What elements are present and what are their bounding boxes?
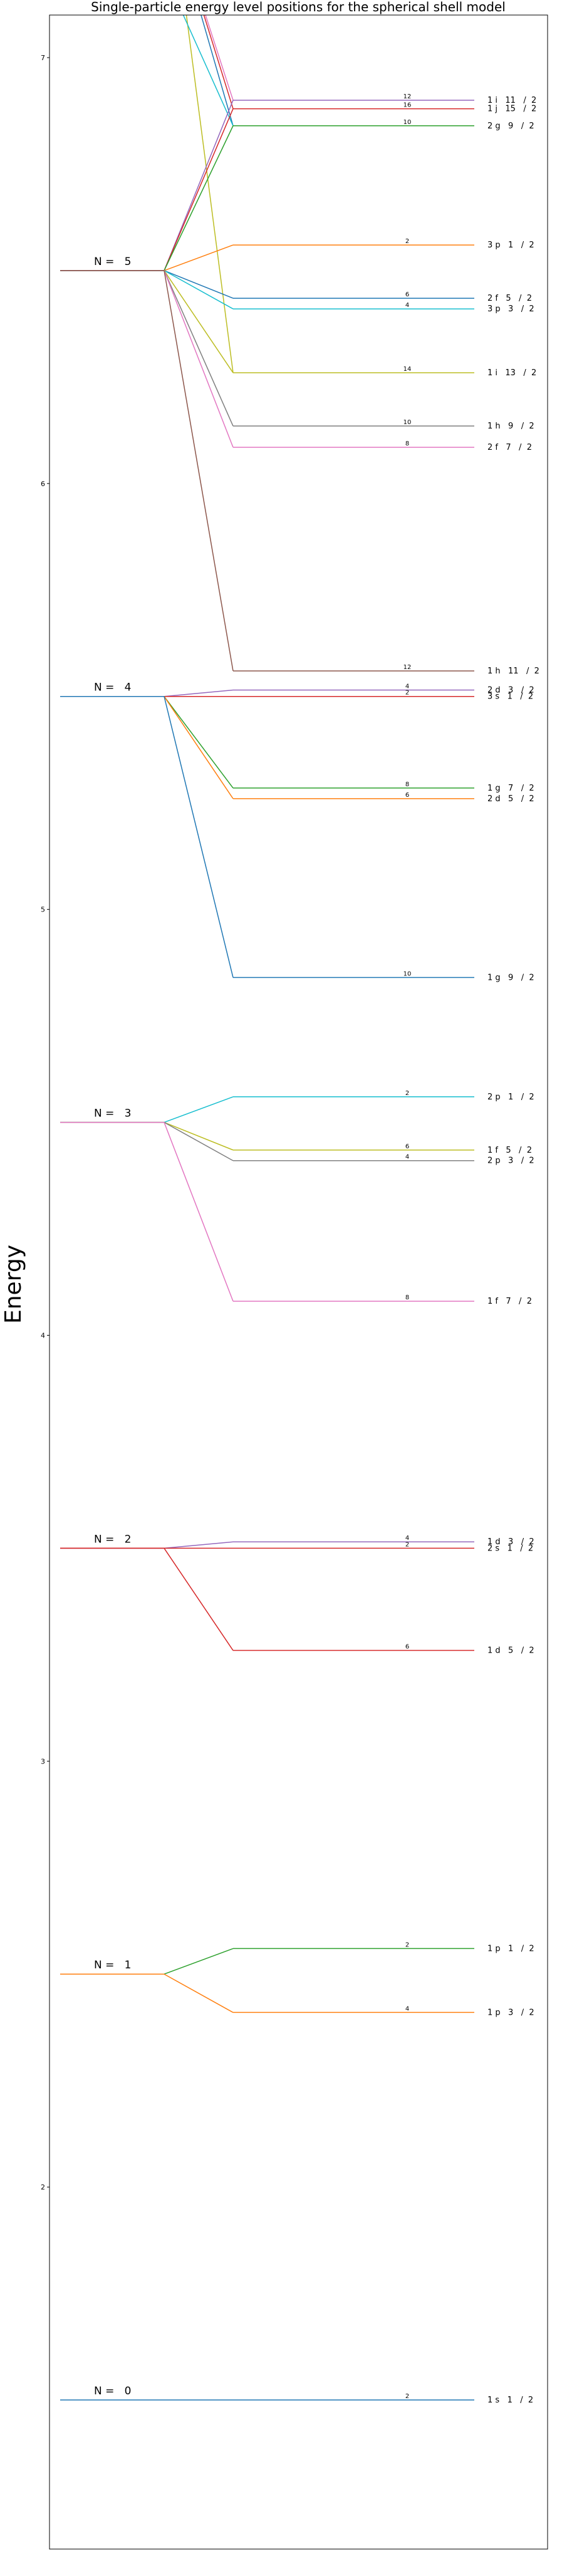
state-label: 1 p 3 / 2: [487, 2008, 534, 2017]
shell-label: N = 2: [94, 1533, 131, 1545]
state-label: 2 f 5 / 2: [487, 294, 532, 303]
degeneracy-label: 2: [405, 1090, 409, 1097]
split-connector-line: [164, 1122, 234, 1302]
state-label: 1 g 7 / 2: [487, 784, 534, 793]
state-label: 1 f 7 / 2: [487, 1297, 532, 1306]
split-connector-line: [164, 270, 234, 672]
shell-label: N = 0: [94, 2385, 131, 2397]
split-connector-line: [164, 1547, 234, 1651]
shell-label: N = 1: [94, 1959, 131, 1971]
connector-line: [205, 15, 234, 101]
shell-label: N = 5: [94, 256, 131, 268]
shell-label: N = 3: [94, 1108, 131, 1120]
degeneracy-label: 8: [405, 440, 409, 447]
split-connector-line: [164, 270, 234, 299]
state-label: 1 g 9 / 2: [487, 973, 534, 982]
split-connector-line: [164, 100, 234, 271]
state-label: 1 i 13 / 2: [487, 368, 536, 378]
degeneracy-label: 4: [405, 1154, 409, 1161]
state-label: 1 h 11 / 2: [487, 667, 539, 676]
state-label: 2 s 1 / 2: [487, 1544, 533, 1553]
connector-line: [200, 15, 234, 126]
degeneracy-label: 4: [405, 2005, 409, 2012]
y-tick-label: 4: [41, 1331, 45, 1339]
split-connector-line: [164, 1121, 234, 1161]
state-label: 2 g 9 / 2: [487, 122, 534, 131]
y-axis-label: Energy: [1, 1245, 26, 1324]
degeneracy-label: 6: [405, 1143, 409, 1150]
degeneracy-label: 14: [403, 366, 412, 373]
plot-frame: [49, 14, 548, 2550]
state-label: 1 i 11 / 2: [487, 96, 536, 105]
degeneracy-label: 4: [405, 302, 409, 309]
split-connector-line: [164, 1121, 234, 1151]
state-label: 3 p 3 / 2: [487, 304, 534, 314]
split-connector-line: [164, 270, 234, 309]
state-label: 2 d 3 / 2: [487, 686, 534, 695]
y-axis-ticks: 2 3 4 5 6 7: [41, 54, 49, 2191]
degeneracy-label: 10: [403, 419, 412, 426]
split-connector-line: [164, 1948, 234, 1975]
state-label: 1 h 9 / 2: [487, 422, 534, 431]
split-connector-line: [164, 1541, 234, 1549]
split-connector-line: [164, 1973, 234, 2013]
degeneracy-label: 6: [405, 1644, 409, 1651]
plot-area: [60, 15, 474, 2401]
degeneracy-label: 2: [405, 1541, 409, 1548]
degeneracy-label: 12: [403, 93, 412, 100]
connector-line: [203, 15, 234, 109]
state-label: 3 s 1 / 2: [487, 692, 533, 702]
split-connector-line: [164, 696, 234, 978]
degeneracy-label: 16: [403, 102, 412, 109]
split-connector-line: [164, 1096, 234, 1123]
split-connector-line: [164, 270, 234, 448]
degeneracy-label: 10: [403, 119, 412, 126]
state-label: 1 d 3 / 2: [487, 1537, 534, 1547]
degeneracy-label: 12: [403, 664, 412, 671]
state-label: 1 f 5 / 2: [487, 1146, 532, 1155]
split-connector-line: [164, 696, 234, 789]
state-label: 1 s 1 / 2: [487, 2396, 533, 2405]
connector-line: [185, 15, 234, 373]
state-label: 2 d 5 / 2: [487, 794, 534, 804]
degeneracy-label: 2: [405, 238, 409, 245]
y-tick-label: 7: [41, 54, 45, 62]
chart-title: Single-particle energy level positions f…: [91, 0, 506, 14]
degeneracy-label: 8: [405, 781, 409, 788]
connector-line: [182, 15, 234, 127]
state-label: 2 p 3 / 2: [487, 1156, 534, 1166]
y-tick-label: 3: [41, 1757, 45, 1765]
split-connector-line: [164, 125, 234, 271]
y-tick-label: 6: [41, 480, 45, 488]
degeneracy-label: 6: [405, 291, 409, 298]
degeneracy-label: 2: [405, 1941, 409, 1948]
split-connector-line: [164, 244, 234, 271]
y-tick-label: 2: [41, 2183, 45, 2191]
state-label: 1 p 1 / 2: [487, 1944, 534, 1953]
shell-label: N = 4: [94, 682, 131, 694]
plot-labels: 2 1 s 1 / 2 N = 0 2 1 p 1 / 2 4 1 p 3 / 2 N = 1…: [94, 93, 539, 2405]
state-label: 1 d 5 / 2: [487, 1646, 534, 1656]
degeneracy-label: 10: [403, 970, 412, 977]
split-connector-line: [164, 696, 234, 799]
degeneracy-label: 2: [405, 690, 409, 697]
split-connector-line: [164, 270, 234, 373]
split-connector-line: [164, 108, 234, 271]
split-connector-line: [164, 689, 234, 697]
state-label: 2 p 1 / 2: [487, 1093, 534, 1102]
degeneracy-label: 2: [405, 2393, 409, 2400]
degeneracy-label: 6: [405, 792, 409, 799]
state-label: 1 j 15 / 2: [487, 105, 536, 114]
degeneracy-label: 4: [405, 683, 409, 690]
degeneracy-label: 8: [405, 1294, 409, 1301]
state-label: 2 f 7 / 2: [487, 443, 532, 452]
state-label: 3 p 1 / 2: [487, 241, 534, 250]
split-connector-line: [164, 270, 234, 427]
y-tick-label: 5: [41, 906, 45, 914]
degeneracy-label: 4: [405, 1535, 409, 1542]
